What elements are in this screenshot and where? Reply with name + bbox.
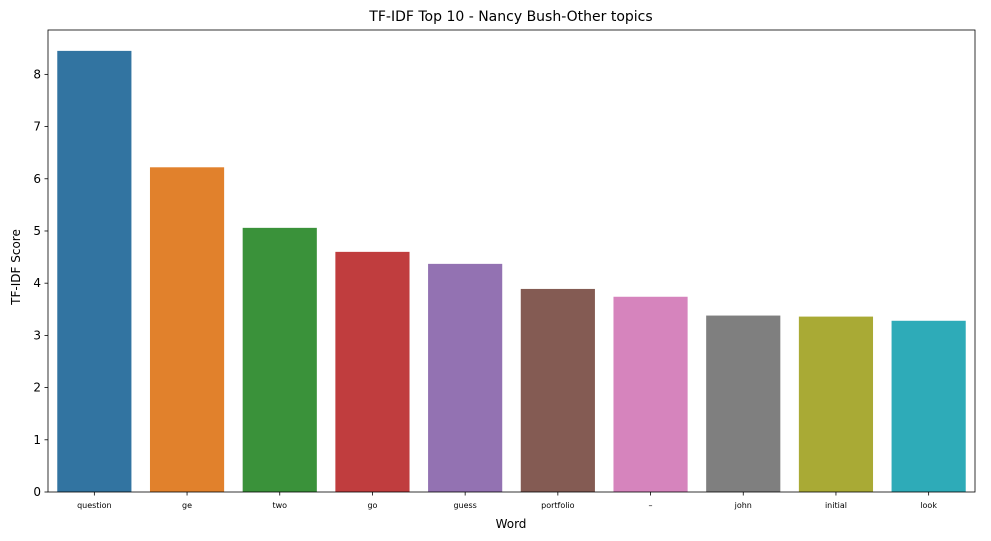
x-tick-label-2: ge bbox=[182, 501, 192, 510]
x-tick-label-3: two bbox=[272, 501, 287, 510]
bar-3 bbox=[242, 227, 317, 493]
bar-1 bbox=[57, 50, 132, 493]
bar-9 bbox=[798, 316, 874, 492]
bar-2 bbox=[149, 167, 225, 492]
x-tick-label-8: john bbox=[734, 501, 752, 510]
y-tick-label-7: 7 bbox=[33, 120, 41, 134]
x-tick-label-6: portfolio bbox=[541, 501, 575, 510]
chart-title: TF-IDF Top 10 - Nancy Bush-Other topics bbox=[368, 9, 652, 25]
y-tick-label-6: 6 bbox=[33, 172, 41, 186]
y-tick-label-1: 1 bbox=[33, 433, 41, 447]
x-tick-label-9: initial bbox=[825, 501, 847, 510]
plot-frame bbox=[47, 29, 976, 493]
plot-area: question ge two go guess portfolio – john initia… bbox=[33, 29, 976, 510]
y-axis-label: TF-IDF Score bbox=[9, 229, 23, 306]
x-tick-label-4: go bbox=[367, 501, 377, 510]
x-tick-label-1: question bbox=[77, 501, 112, 510]
bar-7 bbox=[613, 296, 688, 492]
x-axis-label: Word bbox=[496, 517, 527, 531]
x-tick-label-7: – bbox=[649, 501, 653, 510]
x-tick-label-5: guess bbox=[453, 501, 476, 510]
y-tick-label-3: 3 bbox=[33, 328, 41, 342]
y-tick-label-8: 8 bbox=[33, 67, 41, 81]
y-tick-label-4: 4 bbox=[33, 276, 41, 290]
bar-10 bbox=[891, 320, 966, 492]
y-tick-label-0: 0 bbox=[33, 485, 41, 499]
bar-6 bbox=[520, 288, 595, 492]
x-tick-label-10: look bbox=[920, 501, 937, 510]
y-tick-label-5: 5 bbox=[33, 224, 41, 238]
bar-4 bbox=[335, 251, 410, 492]
bar-8 bbox=[706, 315, 781, 492]
y-tick-label-2: 2 bbox=[33, 381, 41, 395]
bar-5 bbox=[428, 263, 503, 492]
